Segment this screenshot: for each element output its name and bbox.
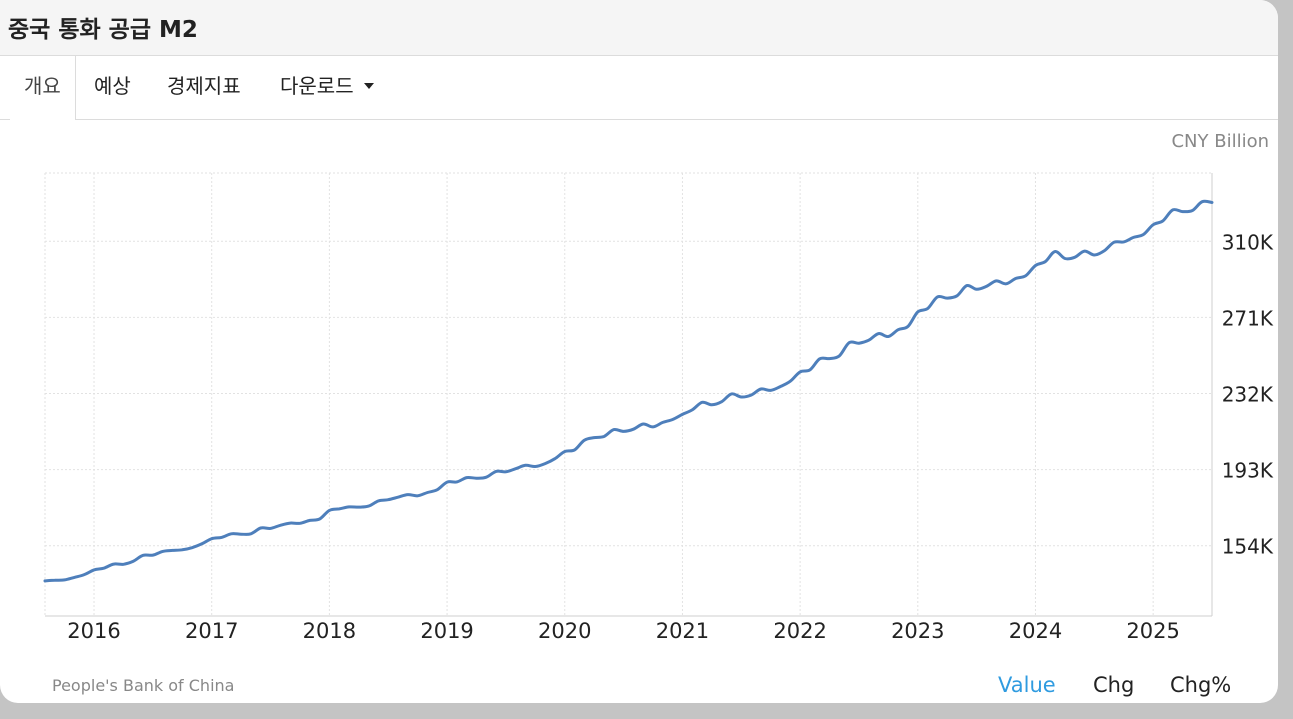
x-tick-label: 2019 [420,619,473,643]
x-tick-label: 2023 [891,619,944,643]
y-tick-label: 154K [1222,535,1274,559]
series-layer [43,199,1214,583]
x-tick-label: 2022 [773,619,826,643]
source-label: People's Bank of China [52,676,235,695]
y-tick-label: 310K [1222,230,1274,254]
y-tick-label: 232K [1222,383,1274,407]
unit-label: CNY Billion [1171,131,1269,152]
tab-download[interactable]: 다운로드 [280,56,374,119]
caret-down-icon [363,82,374,89]
tab-overview[interactable]: 개요 [10,56,76,120]
x-tick-label: 2021 [656,619,709,643]
grid-lines [44,172,1212,616]
tick-labels: 2016 2017 2018 2019 2020 2021 2022 2023 2024 2025… [67,230,1274,643]
x-tick-label: 2018 [303,619,356,643]
tab-forecast[interactable]: 예상 [94,74,131,98]
tab-download-label: 다운로드 [280,74,354,98]
value-view-button[interactable]: Value [998,673,1056,697]
chart-panel: 중국 통화 공급 M2 개요 예상 경제지표 다운로드 CNY Billion … [0,0,1278,703]
series-line-0 [43,199,1214,583]
tab-indicators[interactable]: 경제지표 [167,74,241,98]
x-tick-label: 2017 [185,619,238,643]
change-view-button[interactable]: Chg [1093,673,1135,697]
x-tick-label: 2016 [67,619,120,643]
change-percent-view-button[interactable]: Chg% [1170,673,1232,697]
title-bar: 중국 통화 공급 M2 [0,0,1278,56]
tab-bar: 개요 예상 경제지표 다운로드 [0,56,1278,120]
line-chart: 2016 2017 2018 2019 2020 2021 2022 2023 2024 2025… [43,172,1274,643]
y-tick-label: 193K [1222,459,1274,483]
x-tick-label: 2024 [1009,619,1062,643]
y-tick-label: 271K [1222,306,1274,330]
page-title: 중국 통화 공급 M2 [8,17,198,43]
x-tick-label: 2020 [538,619,591,643]
x-tick-label: 2025 [1126,619,1179,643]
axes [45,173,1213,617]
